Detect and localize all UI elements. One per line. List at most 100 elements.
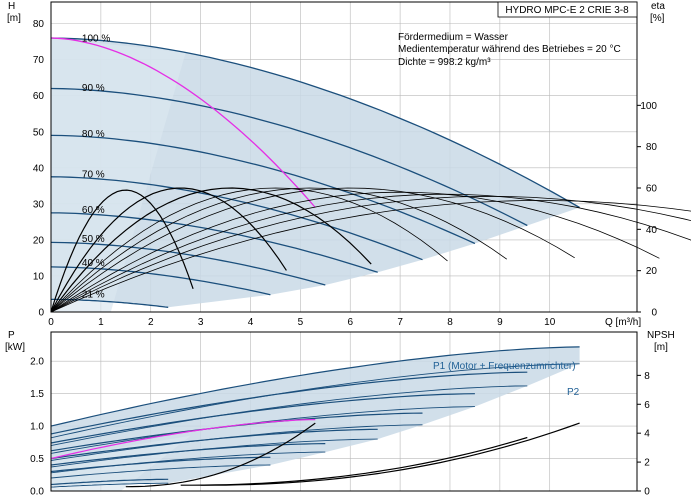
p2-curve xyxy=(50,464,271,479)
y2-tick-label: 40 xyxy=(646,225,658,236)
speed-label: 70 % xyxy=(82,170,105,181)
efficiency-curve xyxy=(50,189,194,313)
p-tick-label: 0.0 xyxy=(30,487,44,498)
efficiency-curve xyxy=(50,187,287,313)
y2-axis-symbol: eta xyxy=(651,1,665,12)
speed-curve xyxy=(51,298,169,308)
efficiency-curve xyxy=(50,187,372,313)
p2-curve xyxy=(50,424,423,461)
power-curves xyxy=(50,346,580,488)
speed-label: 60 % xyxy=(82,205,105,216)
efficiency-curve xyxy=(50,199,691,313)
speed-curve xyxy=(50,176,423,261)
p2-curve xyxy=(50,438,378,468)
efficiency-curve xyxy=(50,187,508,313)
p2-curve xyxy=(50,385,528,447)
npsh-curve xyxy=(180,436,528,486)
y-tick-label: 70 xyxy=(33,55,45,66)
y-axis-unit: [m] xyxy=(7,13,21,24)
upper-tick-labels: 0 1 2 3 4 5 6 7 8 9 100102030405060708002040608010… xyxy=(33,19,658,328)
efficiency-curve xyxy=(50,195,691,313)
y-tick-label: 40 xyxy=(33,163,45,174)
lower-tick-labels: 0.0 0.5 1.0 1.5 2.0 0 2 4 6 8 xyxy=(30,357,650,498)
x-tick-label: 6 xyxy=(347,317,353,328)
info-line-1: Fördermedium = Wasser xyxy=(398,32,509,43)
p1-curve xyxy=(50,478,169,486)
power-band xyxy=(51,346,580,488)
upper-chart: 0 1 2 3 4 5 6 7 8 9 100102030405060708002040608010… xyxy=(7,1,691,328)
y2-tick-label: 20 xyxy=(646,266,658,277)
y-tick-label: 50 xyxy=(33,127,45,138)
lower-operating-range xyxy=(51,346,580,491)
speed-labels: 100 % 90 % 80 % 70 % 60 % 50 % 40 % 21 % xyxy=(82,34,110,301)
p1-curve xyxy=(50,456,271,473)
x-tick-label: 8 xyxy=(447,317,453,328)
p1-curve xyxy=(50,393,475,444)
y-tick-label: 10 xyxy=(33,271,45,282)
p-tick-label: 1.0 xyxy=(30,422,44,433)
lower-plot-border xyxy=(50,331,638,492)
npsh-tick-label: 2 xyxy=(644,458,650,469)
y2-tick-label: 80 xyxy=(646,142,658,153)
speed-label: 80 % xyxy=(82,129,105,140)
chart-title: HYDRO MPC-E 2 CRIE 3-8 xyxy=(505,5,629,16)
p1-curve xyxy=(50,346,580,427)
x-tick-label: 10 xyxy=(544,317,556,328)
speed-label: 40 % xyxy=(82,258,105,269)
x-tick-label: 0 xyxy=(48,317,54,328)
p-tick-label: 2.0 xyxy=(30,357,44,368)
y2-tick-label: 0 xyxy=(651,308,657,319)
npsh-tick-label: 4 xyxy=(644,429,650,440)
p-axis-symbol: P xyxy=(8,330,15,341)
y-tick-label: 0 xyxy=(38,308,44,319)
speed-curve xyxy=(50,241,326,286)
efficiency-curve xyxy=(50,191,660,313)
info-line-2: Medientemperatur während des Betriebes =… xyxy=(398,44,621,55)
single-pump-p1-curve xyxy=(50,419,316,460)
x-tick-label: 1 xyxy=(98,317,104,328)
x-tick-label: 9 xyxy=(497,317,503,328)
speed-label: 100 % xyxy=(82,34,110,45)
p2-curve xyxy=(50,451,326,474)
npsh-curve xyxy=(200,422,580,486)
title-box xyxy=(497,1,638,18)
upper-plot-border xyxy=(50,1,638,313)
npsh-tick-label: 6 xyxy=(644,400,650,411)
npsh-axis-unit: [m] xyxy=(654,342,668,353)
p-tick-label: 0.5 xyxy=(30,454,44,465)
npsh-tick-label: 0 xyxy=(644,487,650,498)
efficiency-curve xyxy=(50,187,448,313)
npsh-curve xyxy=(125,422,316,488)
y-tick-label: 60 xyxy=(33,91,45,102)
operating-band xyxy=(51,38,580,308)
y2-axis-unit: [%] xyxy=(650,13,665,24)
speed-curve xyxy=(51,212,378,273)
speed-curve xyxy=(50,134,476,245)
npsh-curves xyxy=(125,422,580,488)
speed-label: 21 % xyxy=(82,290,105,301)
p-tick-label: 1.5 xyxy=(30,389,44,400)
x-tick-label: 3 xyxy=(198,317,204,328)
efficiency-curve xyxy=(50,187,575,313)
x-tick-label: 2 xyxy=(148,317,154,328)
y2-tick-label: 60 xyxy=(646,184,658,195)
efficiency-curves xyxy=(50,187,691,313)
speed-curve xyxy=(50,266,271,296)
y2-tick-label: 100 xyxy=(640,101,657,112)
speed-label: 90 % xyxy=(82,83,105,94)
x-tick-label: 5 xyxy=(298,317,304,328)
npsh-axis-symbol: NPSH xyxy=(647,330,675,341)
p2-curve xyxy=(50,363,580,439)
speed-curve xyxy=(50,87,528,227)
npsh-tick-label: 8 xyxy=(644,371,650,382)
x-tick-label: 7 xyxy=(397,317,403,328)
p1-series-label: P1 (Motor + Frequenzumrichter) xyxy=(433,361,576,372)
upper-curves xyxy=(50,37,580,308)
lower-chart: 0.0 0.5 1.0 1.5 2.0 0 2 4 6 8 P [kW] NPSH [m] P1 … xyxy=(5,330,675,498)
p2-curve xyxy=(50,482,169,488)
y-tick-label: 20 xyxy=(33,235,45,246)
y-tick-label: 30 xyxy=(33,199,45,210)
power-low-flow-band xyxy=(51,435,191,491)
single-pump-curve xyxy=(50,37,316,208)
x-tick-label: 4 xyxy=(248,317,254,328)
